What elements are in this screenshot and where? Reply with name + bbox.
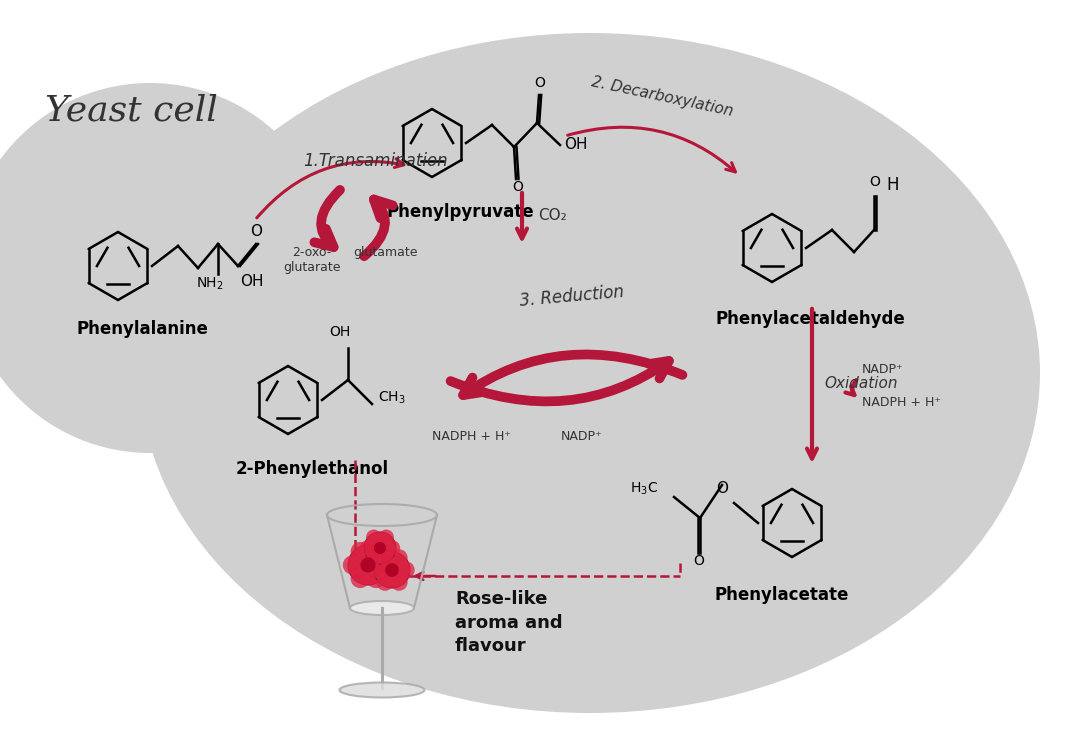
Circle shape <box>379 551 394 566</box>
Text: CH$_3$: CH$_3$ <box>378 390 406 406</box>
Text: O: O <box>693 554 704 568</box>
Text: OH: OH <box>329 325 351 339</box>
Circle shape <box>374 556 393 574</box>
Circle shape <box>0 83 335 453</box>
Text: NADP⁺: NADP⁺ <box>862 363 904 376</box>
FancyArrowPatch shape <box>314 190 340 247</box>
Circle shape <box>348 545 388 585</box>
Text: 3. Reduction: 3. Reduction <box>519 283 625 310</box>
Circle shape <box>397 561 415 579</box>
Text: NH$_2$: NH$_2$ <box>197 276 224 292</box>
FancyArrowPatch shape <box>568 127 735 172</box>
Circle shape <box>390 574 407 591</box>
Ellipse shape <box>350 601 414 615</box>
Text: Phenylacetaldehyde: Phenylacetaldehyde <box>715 310 905 328</box>
Circle shape <box>384 540 401 556</box>
Circle shape <box>366 530 381 545</box>
Circle shape <box>361 557 376 573</box>
Text: Oxidation: Oxidation <box>824 375 897 390</box>
Circle shape <box>376 574 393 591</box>
Text: O: O <box>249 224 262 239</box>
Text: NADPH + H⁺: NADPH + H⁺ <box>862 396 941 409</box>
Text: Yeast cell: Yeast cell <box>45 93 218 127</box>
Text: O: O <box>869 175 880 189</box>
Text: 2-oxo-
glutarate: 2-oxo- glutarate <box>283 246 341 274</box>
Circle shape <box>366 551 381 566</box>
Text: Phenylpyruvate: Phenylpyruvate <box>387 203 534 221</box>
Circle shape <box>364 532 396 564</box>
Text: 2. Decarboxylation: 2. Decarboxylation <box>590 74 734 119</box>
Text: H$_3$C: H$_3$C <box>630 481 658 497</box>
FancyArrowPatch shape <box>416 572 435 580</box>
FancyArrowPatch shape <box>257 159 404 218</box>
Text: O: O <box>535 76 545 90</box>
Circle shape <box>366 542 386 561</box>
Circle shape <box>342 556 362 574</box>
Circle shape <box>379 530 394 545</box>
Text: Rose-like
aroma and
flavour: Rose-like aroma and flavour <box>455 590 563 655</box>
Circle shape <box>374 552 410 588</box>
Text: OH: OH <box>564 136 588 152</box>
Circle shape <box>366 569 386 588</box>
Circle shape <box>351 569 369 588</box>
Text: O: O <box>512 180 523 194</box>
Text: NADP⁺: NADP⁺ <box>562 430 603 443</box>
Circle shape <box>369 561 387 579</box>
FancyArrowPatch shape <box>807 309 816 459</box>
Circle shape <box>376 549 393 566</box>
FancyArrowPatch shape <box>364 200 393 257</box>
FancyArrowPatch shape <box>450 361 669 402</box>
Ellipse shape <box>339 682 424 697</box>
FancyArrowPatch shape <box>517 193 527 239</box>
Circle shape <box>374 542 386 554</box>
Circle shape <box>390 549 407 566</box>
FancyArrowPatch shape <box>846 380 856 395</box>
Text: Phenylacetate: Phenylacetate <box>715 586 849 604</box>
Text: 1.Transamination: 1.Transamination <box>302 152 447 170</box>
Circle shape <box>360 540 375 556</box>
Text: O: O <box>716 481 728 496</box>
Text: glutamate: glutamate <box>353 246 417 259</box>
Text: Phenylalanine: Phenylalanine <box>76 320 208 338</box>
Circle shape <box>386 563 399 577</box>
Ellipse shape <box>140 33 1040 713</box>
Text: CO₂: CO₂ <box>538 209 567 224</box>
Text: 2-Phenylethanol: 2-Phenylethanol <box>235 460 389 478</box>
FancyArrowPatch shape <box>463 355 683 395</box>
Circle shape <box>351 542 369 561</box>
Text: OH: OH <box>240 274 264 289</box>
Text: NADPH + H⁺: NADPH + H⁺ <box>432 430 512 443</box>
Text: H: H <box>886 176 899 194</box>
